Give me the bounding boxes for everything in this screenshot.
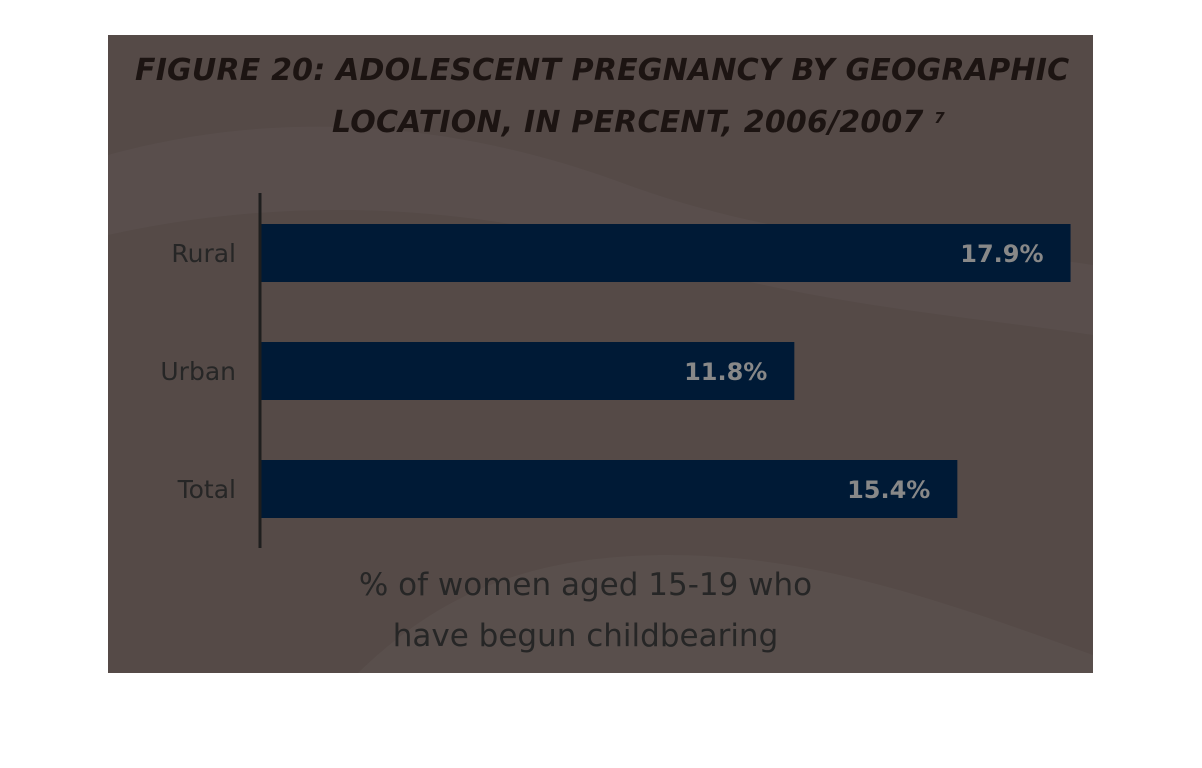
category-label-urban: Urban <box>160 357 236 386</box>
category-label-rural: Rural <box>171 239 236 268</box>
bar-urban <box>260 342 795 400</box>
chart-title-line-2: LOCATION, IN PERCENT, 2006/2007 7 <box>332 105 945 140</box>
value-label-urban: 11.8% <box>684 358 767 386</box>
x-axis-label-line-1: % of women aged 15-19 who <box>358 567 813 603</box>
x-axis-label-line-2: have begun childbearing <box>392 618 779 654</box>
bar-rural <box>260 224 1071 282</box>
chart-title-line-1: FIGURE 20: ADOLESCENT PREGNANCY BY GEOGR… <box>135 53 1070 88</box>
value-label-rural: 17.9% <box>960 240 1043 268</box>
bars-layer: Rural 17.9% Urban 11.8% Total 15.4% <box>160 224 1071 518</box>
chart-title-line-2-text: LOCATION, IN PERCENT, 2006/2007 <box>332 105 924 140</box>
category-label-total: Total <box>177 475 236 504</box>
bar-total <box>260 460 958 518</box>
value-label-total: 15.4% <box>847 476 930 504</box>
title-footnote: 7 <box>934 109 945 127</box>
chart-figure: FIGURE 20: ADOLESCENT PREGNANCY BY GEOGR… <box>108 35 1093 673</box>
bar-chart: Rural 17.9% Urban 11.8% Total 15.4% <box>160 193 1071 548</box>
